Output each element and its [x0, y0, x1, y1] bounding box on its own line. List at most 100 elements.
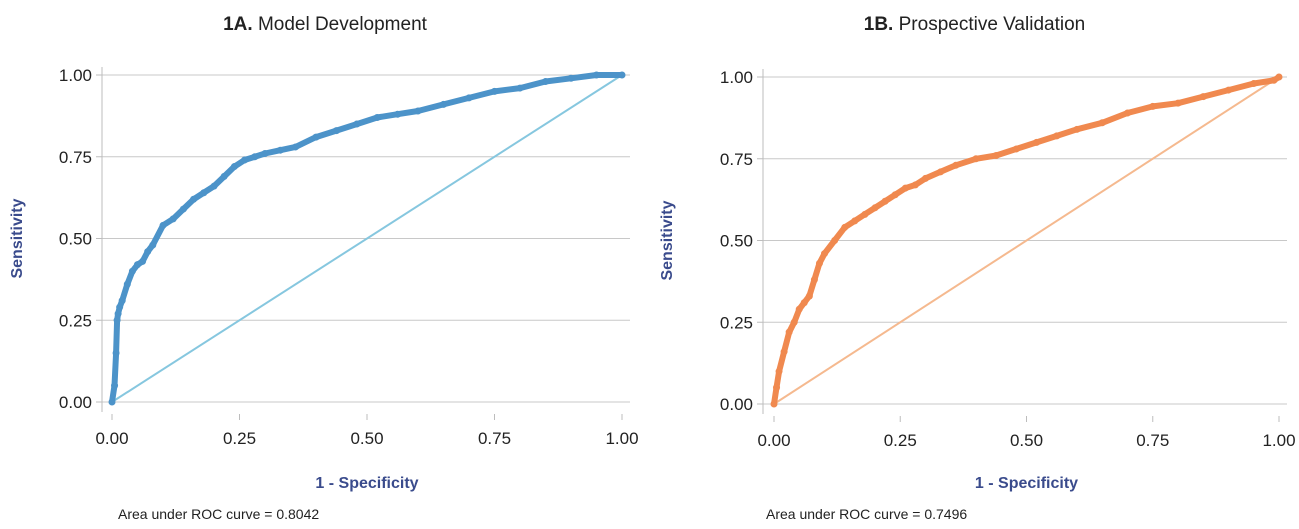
roc-curve-point [312, 133, 320, 141]
roc-curve-point [1053, 132, 1061, 140]
roc-curve-point [169, 215, 177, 223]
roc-curve-point [414, 107, 422, 115]
roc-curve-point [230, 163, 238, 171]
roc-curve-point [200, 189, 208, 197]
roc-curve-point [1098, 119, 1106, 127]
x-axis-title: 1 - Specificity [315, 475, 418, 492]
roc-curve-point [353, 120, 361, 128]
roc-curve-point [116, 303, 124, 311]
roc-curve-point [922, 174, 929, 182]
roc-curve-point [220, 172, 228, 180]
roc-curve-point [1174, 99, 1182, 107]
chart-panel-prospective-validation: 1B. Prospective Validation 0.00 0.25 0.50 0… [650, 0, 1299, 529]
roc-curve-point [861, 210, 869, 218]
roc-curve-point [159, 221, 167, 229]
roc-curve-point [1073, 125, 1081, 133]
roc-curve-point [149, 241, 157, 249]
roc-curve-point [775, 367, 783, 375]
roc-curve-point [465, 94, 473, 102]
y-tick-label: 0.50 [59, 230, 92, 249]
roc-curve-point [1012, 145, 1020, 153]
roc-chart-model-development: 0.00 0.25 0.50 0.75 1.00 0.00 0.25 0.50 0.75 1.00… [9, 66, 639, 492]
roc-curve-point [251, 153, 259, 161]
roc-curve-point [1033, 138, 1041, 146]
roc-curve-point [139, 257, 147, 265]
roc-curve-point [332, 127, 340, 135]
roc-curve-point [373, 114, 381, 122]
roc-curve-point [128, 267, 136, 275]
roc-curve-point [815, 259, 823, 267]
roc-curve-point [795, 305, 803, 313]
y-tick-label: 0.25 [720, 313, 753, 332]
x-axis-title: 1 - Specificity [975, 475, 1078, 492]
roc-curve-point [770, 400, 778, 408]
roc-curve-point [292, 143, 300, 151]
x-tick-label: 0.75 [1136, 431, 1169, 450]
y-tick-label: 0.00 [59, 393, 92, 412]
roc-curve-point [831, 237, 839, 244]
roc-curve-point [911, 181, 919, 189]
roc-curve-point [134, 261, 141, 269]
x-tick-label: 1.00 [1262, 431, 1295, 450]
roc-curve-point [871, 204, 879, 212]
roc-curve-point [112, 349, 120, 357]
chart-panel-model-development: 1A. Model Development 0.00 0.25 0.50 0.75 1.… [0, 14, 650, 522]
y-tick-label: 0.25 [59, 311, 92, 330]
roc-curve-point [276, 146, 284, 154]
x-tick-label: 0.50 [1010, 431, 1043, 450]
roc-curve-point [901, 184, 909, 192]
y-tick-label: 1.00 [59, 66, 92, 85]
roc-curve-point [593, 71, 600, 79]
roc-curve-point [491, 87, 498, 95]
chart-title-prefix: 1A. [223, 14, 253, 35]
roc-curve-point [1275, 73, 1283, 81]
roc-curve-point [394, 110, 402, 118]
y-tick-label: 0.50 [720, 232, 753, 251]
roc-curve-point [992, 151, 1000, 159]
roc-curve-point [1149, 102, 1157, 110]
roc-curve-point [952, 161, 960, 169]
roc-curve-point [972, 155, 980, 163]
roc-curve-point [440, 100, 447, 108]
x-tick-label: 0.25 [884, 431, 917, 450]
roc-curve-line [109, 72, 625, 405]
x-tick-label: 0.00 [95, 429, 128, 448]
reference-diagonal-line [111, 74, 623, 403]
roc-curve-point [542, 78, 549, 86]
roc-curve-point [108, 398, 116, 406]
roc-curve-point [190, 195, 198, 203]
chart-title: 1B. Prospective Validation [650, 14, 1299, 36]
roc-curve-point [241, 156, 249, 164]
x-tick-label: 1.00 [605, 429, 638, 448]
auc-caption: Area under ROC curve = 0.7496 [766, 506, 968, 522]
roc-curve-point [144, 248, 152, 256]
chart-title-text: Model Development [257, 14, 427, 35]
chart-title-text: Prospective Validation [898, 14, 1086, 35]
roc-curve-point [618, 71, 626, 79]
roc-curve-point [113, 316, 121, 324]
roc-curve-point [261, 149, 269, 157]
roc-curve-point [1250, 80, 1258, 88]
roc-curve-point [780, 348, 788, 356]
auc-caption: Area under ROC curve = 0.8042 [118, 506, 320, 522]
roc-curve-point [567, 74, 575, 82]
roc-curve-point [785, 328, 793, 336]
x-tick-label: 0.25 [223, 429, 256, 448]
y-tick-label: 0.75 [59, 148, 92, 167]
roc-curve-point [114, 310, 122, 318]
chart-title-prefix: 1B. [863, 14, 894, 35]
chart-title: 1A. Model Development [0, 14, 650, 36]
y-axis-title: Sensitivity [659, 200, 676, 280]
roc-curve-point [821, 250, 828, 258]
roc-curve-point [937, 168, 945, 176]
roc-curve-point [810, 276, 818, 284]
roc-curve-point [111, 382, 119, 390]
roc-curve-point [516, 84, 524, 92]
roc-curve-point [1270, 76, 1278, 84]
roc-curve-point [805, 292, 813, 300]
roc-curve-point [800, 299, 808, 307]
roc-curve-point [773, 384, 781, 392]
roc-curve-point [210, 182, 218, 190]
roc-curve-point [841, 223, 849, 231]
y-tick-label: 0.75 [720, 150, 753, 169]
